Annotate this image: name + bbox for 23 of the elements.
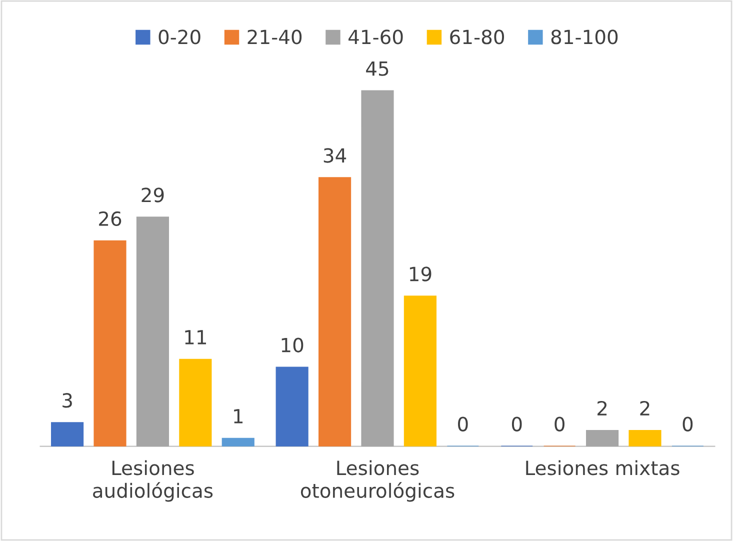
data-label: 0	[458, 416, 468, 432]
data-label: 0	[682, 416, 693, 432]
data-label: 10	[282, 338, 304, 352]
data-label: 45	[366, 61, 388, 76]
x-tick-label: Lesiones otoneurológicas	[300, 460, 454, 502]
data-label: 34	[324, 148, 346, 163]
data-label: 2	[598, 400, 607, 416]
legend-label: 41-60	[348, 30, 403, 44]
legend-label: 81-100	[551, 30, 618, 44]
data-label: 2	[640, 400, 650, 416]
data-label: 26	[99, 211, 122, 226]
data-label: 0	[512, 416, 522, 432]
data-label: 0	[554, 416, 564, 432]
data-label: 3	[62, 393, 72, 408]
legend-label: 61-80	[450, 30, 504, 44]
data-label: 1	[234, 409, 243, 424]
data-label: 29	[142, 188, 164, 202]
x-tick-label: Lesiones mixtas	[526, 460, 680, 476]
legend-label: 21-40	[248, 30, 302, 44]
data-label: 11	[185, 330, 206, 344]
data-label: 19	[410, 266, 432, 282]
x-tick-label: Lesiones audiológicas	[93, 460, 213, 502]
legend-label: 0-20	[158, 30, 200, 44]
